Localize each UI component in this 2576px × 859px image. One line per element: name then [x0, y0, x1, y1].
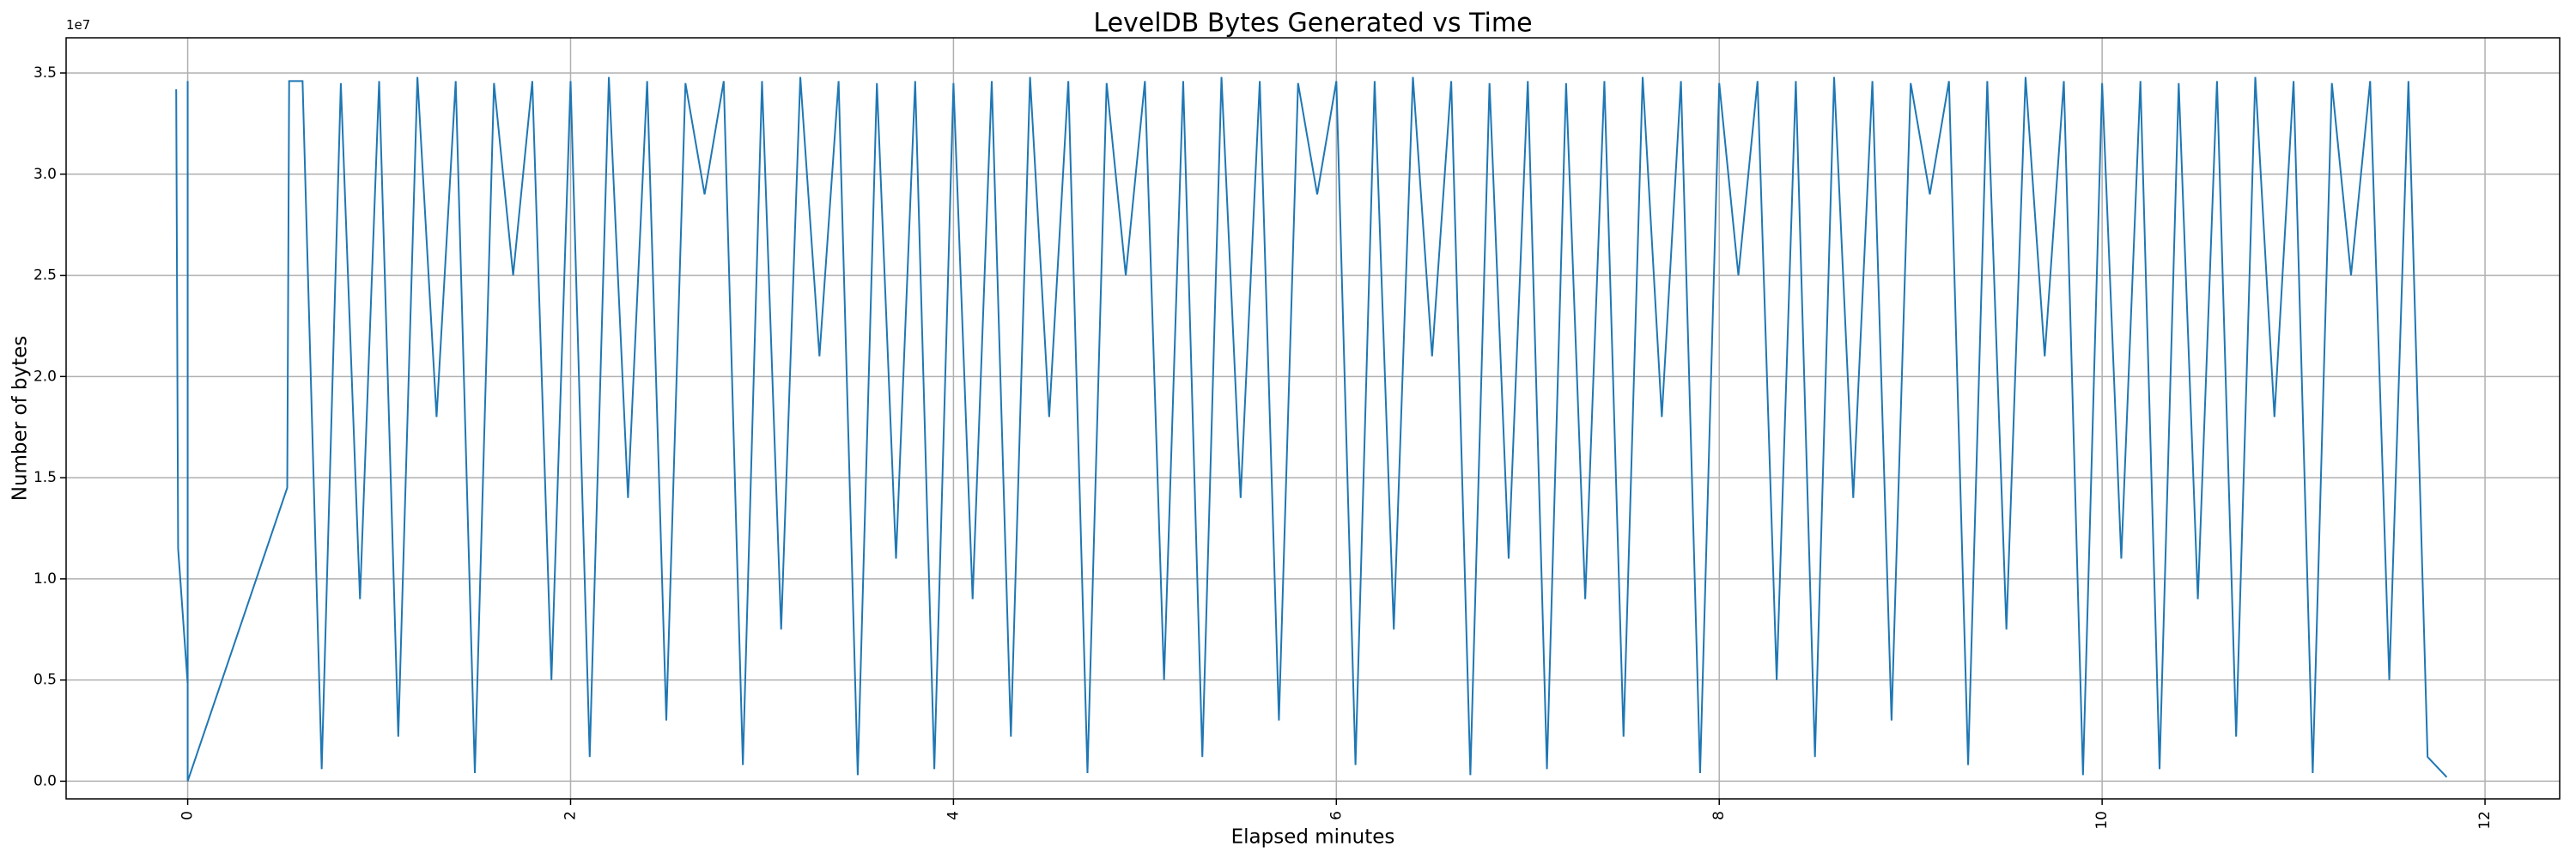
y-tick-label: 3.5 [33, 64, 57, 82]
plot-frame [65, 37, 2561, 800]
x-tick-label: 2 [562, 811, 579, 820]
y-tick-label: 2.5 [33, 267, 57, 284]
y-tick-label: 2.0 [33, 368, 57, 385]
y-tick-label: 3.0 [33, 166, 57, 183]
x-tick-label: 6 [1327, 811, 1345, 820]
x-axis-label: Elapsed minutes [1231, 826, 1395, 849]
chart-title: LevelDB Bytes Generated vs Time [1093, 9, 1532, 39]
x-tick-label: 12 [2476, 811, 2494, 830]
y-tick-label: 1.0 [33, 570, 57, 588]
y-tick-label: 0.0 [33, 772, 57, 789]
x-tick-label: 8 [1710, 811, 1728, 820]
x-tick-label: 0 [179, 811, 197, 820]
y-tick-label: 1.5 [33, 469, 57, 486]
data-line [175, 76, 2448, 782]
y-tick-label: 0.5 [33, 672, 57, 689]
y-axis-label: Number of bytes [9, 336, 32, 502]
x-tick-label: 4 [945, 811, 962, 820]
y-offset-label: 1e7 [66, 17, 90, 33]
x-tick-label: 10 [2093, 811, 2111, 830]
